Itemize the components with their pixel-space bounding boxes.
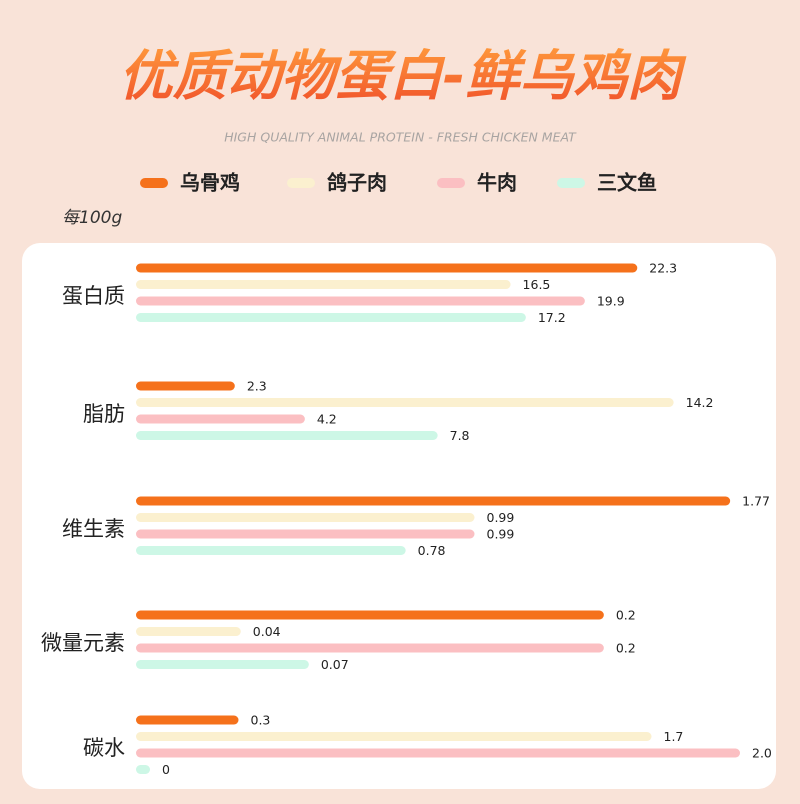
legend-label: 三文鱼: [597, 171, 657, 195]
value-label: 0.2: [616, 641, 636, 656]
bar: [136, 660, 309, 669]
bar: [136, 496, 731, 506]
value-label: 2.3: [247, 379, 267, 394]
bar: [136, 431, 438, 440]
bar: [136, 263, 638, 273]
value-label: 7.8: [450, 428, 470, 443]
bar: [136, 398, 674, 407]
chart-title: 优质动物蛋白-鲜乌鸡肉: [119, 45, 687, 108]
group-label: 蛋白质: [62, 284, 125, 308]
value-label: 0.99: [487, 510, 515, 525]
legend-label: 牛肉: [477, 171, 517, 195]
bar: [136, 610, 604, 620]
bar: [136, 765, 150, 774]
bar: [136, 414, 305, 424]
value-label: 0.2: [616, 608, 636, 623]
bar: [136, 513, 475, 522]
value-label: 1.77: [742, 494, 770, 509]
chart-subtitle: HIGH QUALITY ANIMAL PROTEIN - FRESH CHIC…: [224, 130, 577, 145]
legend-swatch: [140, 178, 168, 188]
value-label: 19.9: [597, 294, 625, 309]
bar: [136, 627, 241, 636]
value-label: 4.2: [317, 412, 337, 427]
legend-label: 鸽子肉: [327, 171, 387, 195]
value-label: 22.3: [649, 261, 677, 276]
value-label: 1.7: [664, 729, 684, 744]
bar: [136, 381, 235, 391]
legend-label: 乌骨鸡: [180, 171, 240, 195]
value-label: 14.2: [686, 395, 714, 410]
bar: [136, 546, 406, 555]
value-label: 0.78: [418, 543, 446, 558]
value-label: 0: [162, 762, 170, 777]
value-label: 0.3: [251, 713, 271, 728]
group-label: 碳水: [83, 736, 125, 760]
group-label: 微量元素: [41, 631, 125, 655]
value-label: 17.2: [538, 310, 566, 325]
bar: [136, 715, 239, 725]
group-label: 维生素: [62, 517, 125, 541]
value-label: 0.99: [487, 527, 515, 542]
bar: [136, 748, 740, 758]
bar: [136, 643, 604, 653]
unit-label: 每100g: [62, 208, 122, 228]
legend-swatch: [437, 178, 465, 188]
value-label: 0.07: [321, 657, 349, 672]
bar: [136, 529, 475, 539]
group-label: 脂肪: [83, 402, 125, 426]
value-label: 2.0: [752, 746, 772, 761]
value-label: 0.04: [253, 624, 281, 639]
bar: [136, 280, 511, 289]
legend-swatch: [557, 178, 585, 188]
value-label: 16.5: [523, 277, 551, 292]
bar: [136, 732, 652, 741]
bar: [136, 296, 585, 306]
legend-swatch: [287, 178, 315, 188]
bar: [136, 313, 526, 322]
